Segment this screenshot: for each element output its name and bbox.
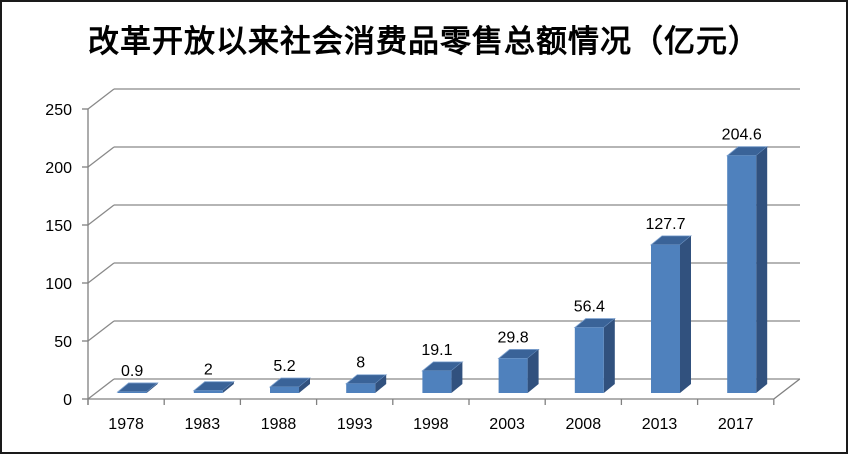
bar-2017 (726, 146, 769, 393)
bars-series (116, 146, 769, 393)
x-category-label: 1998 (413, 416, 449, 433)
bar-1978 (116, 382, 159, 393)
bar-side-face (603, 318, 615, 393)
bar-front-face (574, 327, 604, 393)
bar-2008 (573, 318, 616, 393)
gridline-wall-diagonal (87, 378, 115, 400)
bar-top-face (192, 381, 235, 392)
bar-front-face (498, 358, 528, 393)
bar-side-face (527, 349, 539, 393)
bar-side-face (146, 382, 158, 393)
y-tick-label: 100 (45, 276, 72, 293)
bar-front-face (651, 244, 680, 393)
bar-side-face (299, 377, 310, 393)
y-tick-label: 150 (45, 218, 72, 235)
bar-1983 (192, 381, 235, 393)
gridline-wall-diagonal (87, 320, 115, 342)
y-tick-label: 250 (45, 102, 72, 119)
bar-front-face (117, 391, 147, 393)
bar-front-face (727, 155, 757, 393)
bar-top-face (116, 382, 159, 393)
labels: 0 50 100 150 200 250 1978 1983 1988 1993 1998 2003 2… (45, 102, 762, 433)
gridline-wall-diagonal (87, 88, 115, 110)
y-tick-label: 0 (63, 392, 72, 409)
gridline-wall-diagonal (87, 262, 115, 284)
y-tick-label: 50 (54, 334, 72, 351)
y-tick-label: 200 (45, 160, 72, 177)
axes (82, 108, 801, 405)
bar-value-label: 204.6 (722, 127, 762, 144)
bar-value-label: 19.1 (421, 342, 452, 359)
bar-1998 (421, 361, 464, 393)
bar-value-label: 29.8 (498, 329, 529, 346)
floor-right-diagonal (773, 378, 801, 400)
bar-1993 (345, 374, 388, 393)
bar-value-label: 8 (356, 355, 365, 372)
x-category-label: 1978 (108, 416, 144, 433)
gridline-wall-diagonal (87, 204, 115, 226)
bar-2013 (649, 235, 693, 393)
x-category-label: 2008 (566, 416, 602, 433)
bar-value-label: 5.2 (273, 358, 295, 375)
bar-value-label: 56.4 (574, 299, 605, 316)
bar-1988 (268, 377, 312, 393)
bar-side-face (451, 361, 463, 393)
bar-side-face (680, 235, 691, 393)
x-category-label: 1983 (185, 416, 221, 433)
bar-value-label: 127.7 (645, 216, 685, 233)
bar-side-face (375, 374, 387, 393)
bar-side-face (222, 381, 234, 393)
bar-side-face (756, 146, 768, 393)
x-category-label: 1993 (337, 416, 373, 433)
bar-2003 (497, 349, 540, 393)
chart-title: 改革开放以来社会消费品零售总额情况（亿元） (88, 24, 760, 59)
bar-front-face (346, 383, 376, 393)
x-category-label: 2003 (489, 416, 525, 433)
bar-front-face (193, 390, 223, 393)
bar-value-label: 2 (204, 362, 213, 379)
x-category-label: 2017 (718, 416, 754, 433)
x-category-label: 1988 (261, 416, 297, 433)
bar-value-label: 0.9 (121, 363, 143, 380)
gridline-wall-diagonal (87, 146, 115, 168)
x-category-label: 2013 (642, 416, 678, 433)
bar-front-face (270, 386, 299, 393)
bar-front-face (422, 370, 452, 393)
